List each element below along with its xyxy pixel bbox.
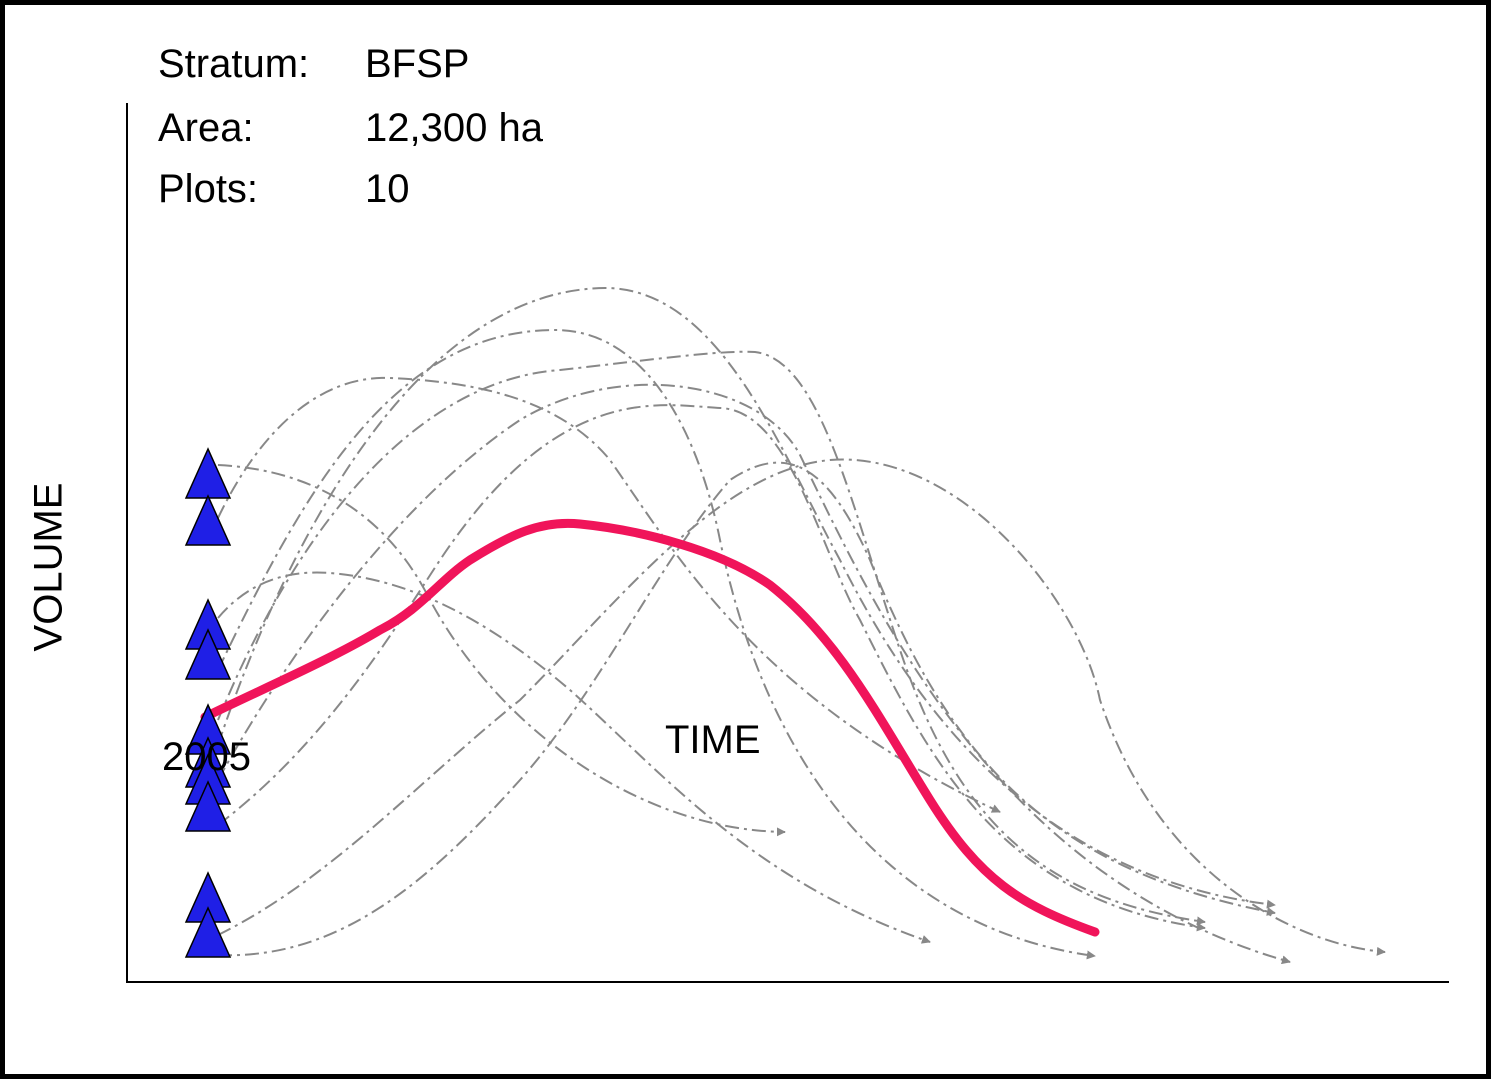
triangle-up-icon <box>184 628 232 680</box>
triangle-up-icon <box>184 780 232 832</box>
plot-projection-curve <box>217 404 1206 932</box>
area-value: 12,300 ha <box>365 106 543 150</box>
stratum-label: Stratum: <box>158 42 310 86</box>
volume-time-diagram <box>126 103 1449 983</box>
plot-projection-curve <box>217 286 1276 909</box>
slide-canvas: Stratum: BFSP Area: 12,300 ha Plots: 10 <box>5 5 1486 1074</box>
plots-value: 10 <box>365 167 410 211</box>
plot-projection-curve <box>217 464 786 837</box>
x-axis-start-year: 2005 <box>162 735 251 779</box>
area-label: Area: <box>158 106 254 150</box>
plot-projection-curve <box>217 328 1096 960</box>
stratum-average-curve <box>200 518 1100 937</box>
x-axis-label: TIME <box>665 718 761 762</box>
plot-projection-curve <box>217 350 1206 926</box>
plot-projection-curve <box>217 461 1276 957</box>
triangle-up-icon <box>184 494 232 546</box>
plot-projection-curve <box>217 383 1291 965</box>
triangle-up-icon <box>184 906 232 958</box>
triangle-up-icon <box>184 447 232 499</box>
plot-projection-curve <box>217 376 1001 813</box>
plot-projection-curve <box>217 571 931 944</box>
plot-projection-curve <box>217 458 1386 956</box>
y-axis-label: VOLUME <box>26 482 71 652</box>
plots-label: Plots: <box>158 167 259 211</box>
stratum-value: BFSP <box>365 42 470 86</box>
